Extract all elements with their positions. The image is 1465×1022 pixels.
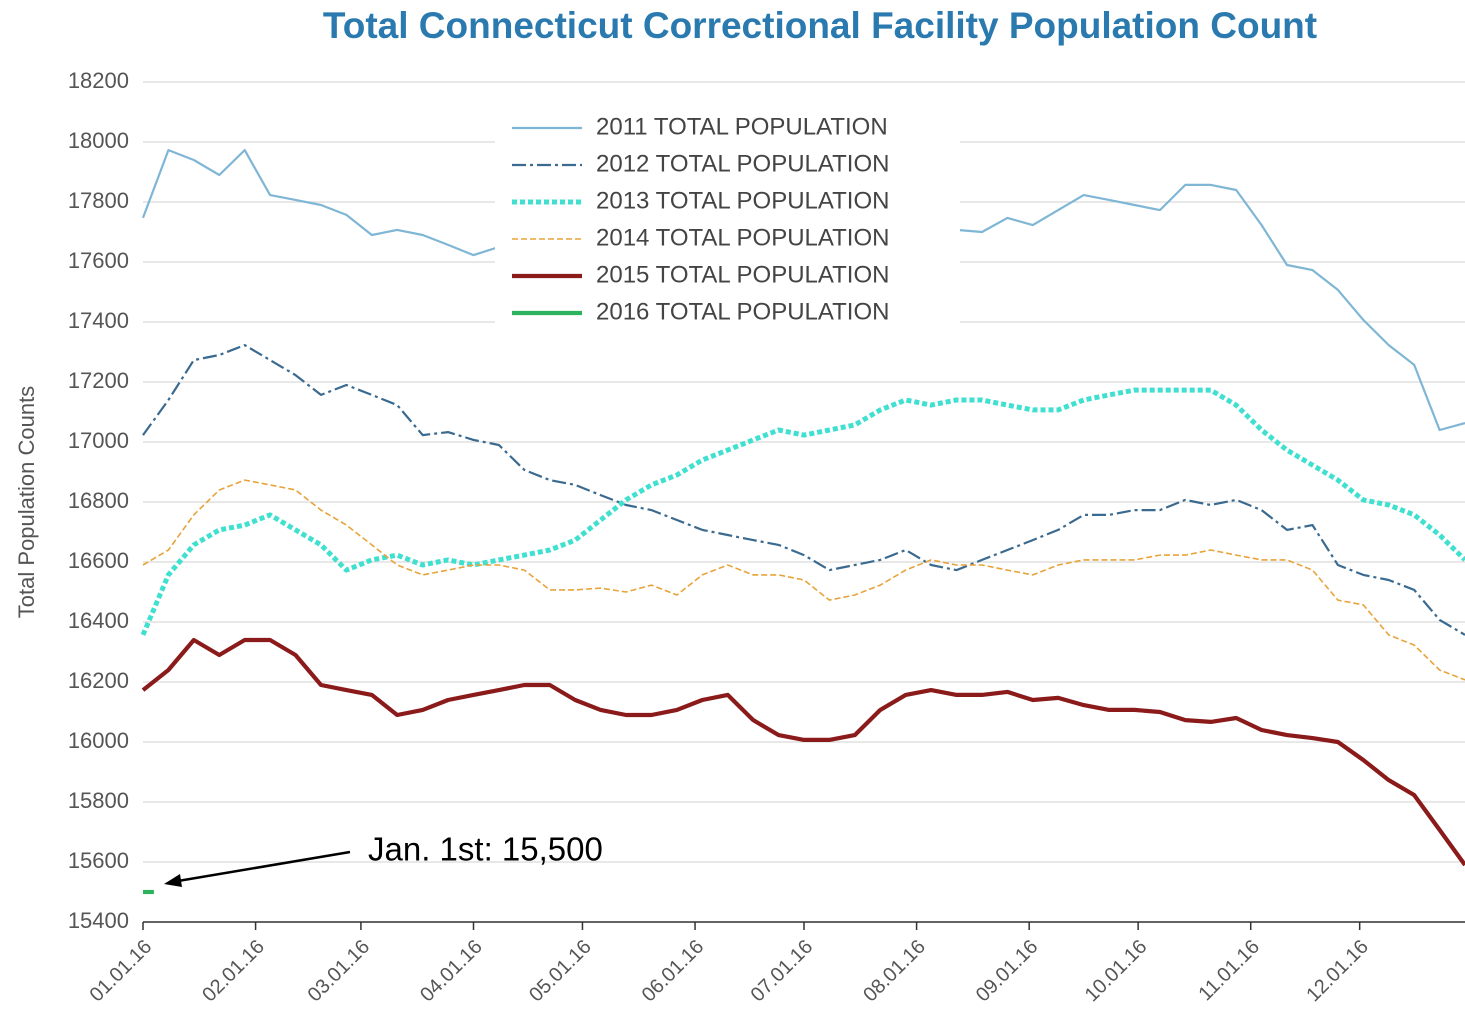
y-tick-label: 18000	[68, 128, 129, 153]
y-tick-label: 17600	[68, 248, 129, 273]
legend-box	[495, 108, 960, 330]
x-tick-label: 10.01.16	[1081, 936, 1152, 1007]
legend: 2011 TOTAL POPULATION 2012 TOTAL POPULATI…	[495, 108, 960, 330]
x-tick-label: 07.01.16	[747, 936, 818, 1007]
y-tick-label: 16000	[68, 728, 129, 753]
annotation-arrow	[171, 850, 351, 884]
y-axis-label: Total Population Counts	[14, 386, 39, 618]
y-tick-label: 17200	[68, 368, 129, 393]
x-tick-label: 06.01.16	[638, 936, 709, 1007]
y-tick-label: 15800	[68, 788, 129, 813]
x-tick-label: 05.01.16	[525, 936, 596, 1007]
x-tick-label: 03.01.16	[304, 936, 375, 1007]
x-tick-label: 12.01.16	[1302, 936, 1373, 1007]
x-tick-label: 04.01.16	[416, 936, 487, 1007]
y-tick-label: 15400	[68, 908, 129, 933]
arrow-head	[164, 874, 182, 887]
x-tick-label: 02.01.16	[198, 936, 269, 1007]
series-line	[142, 344, 1465, 636]
legend-label: 2013 TOTAL POPULATION	[596, 187, 889, 214]
annotation: Jan. 1st: 15,500	[368, 831, 603, 868]
legend-label: 2016 TOTAL POPULATION	[596, 298, 889, 325]
y-tick-label: 17000	[68, 428, 129, 453]
y-tick-label: 16800	[68, 488, 129, 513]
series-line	[142, 479, 1465, 681]
y-tick-label: 16600	[68, 548, 129, 573]
series-line	[141, 637, 1465, 867]
chart-title: Total Connecticut Correctional Facility …	[323, 5, 1317, 46]
legend-label: 2012 TOTAL POPULATION	[596, 150, 889, 177]
y-tick-label: 15600	[68, 848, 129, 873]
x-tick-label: 01.01.16	[86, 936, 157, 1007]
x-tick-label: 08.01.16	[859, 936, 930, 1007]
y-tick-label: 18200	[68, 68, 129, 93]
x-tick-label: 11.01.16	[1194, 936, 1264, 1006]
legend-label: 2015 TOTAL POPULATION	[596, 261, 889, 288]
series-line	[140, 387, 1465, 636]
y-tick-label: 16200	[68, 668, 129, 693]
y-tick-label: 17800	[68, 188, 129, 213]
legend-label: 2014 TOTAL POPULATION	[596, 224, 889, 251]
y-tick-label: 16400	[68, 608, 129, 633]
legend-label: 2011 TOTAL POPULATION	[596, 113, 888, 140]
x-tick-label: 09.01.16	[972, 936, 1043, 1007]
y-tick-label: 17400	[68, 308, 129, 333]
